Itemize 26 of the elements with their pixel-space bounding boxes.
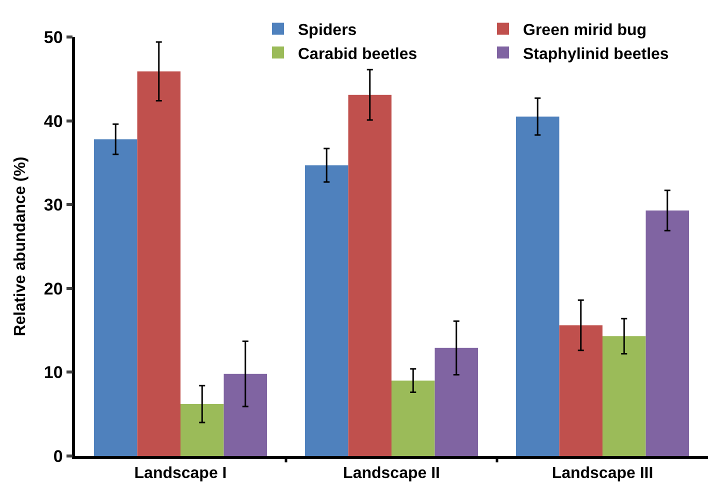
x-tick-label: Landscape I (134, 464, 227, 482)
bar (304, 165, 348, 456)
bar (94, 139, 138, 456)
legend-label: Staphylinid beetles (523, 46, 669, 63)
bar (137, 71, 180, 456)
y-tick-label: 10 (44, 363, 63, 382)
legend-label: Green mirid bug (523, 22, 647, 39)
y-axis-title: Relative abundance (%) (12, 156, 29, 336)
bar (559, 325, 602, 456)
y-tick-label: 30 (44, 196, 63, 215)
legend-label: Spiders (298, 22, 357, 39)
x-tick-label: Landscape II (343, 464, 440, 482)
y-tick-label: 20 (44, 279, 63, 298)
bar (392, 380, 435, 456)
bar (434, 348, 478, 456)
y-tick-label: 0 (53, 446, 63, 466)
bar (602, 336, 646, 456)
x-tick-label: Landscape III (552, 464, 654, 482)
bar (224, 374, 268, 456)
bar (646, 210, 690, 456)
bar (516, 116, 560, 456)
legend-label: Carabid beetles (298, 46, 418, 63)
bar (180, 404, 224, 456)
y-tick-label: 50 (44, 28, 63, 47)
bar (348, 94, 392, 456)
y-tick-label: 40 (44, 112, 63, 131)
